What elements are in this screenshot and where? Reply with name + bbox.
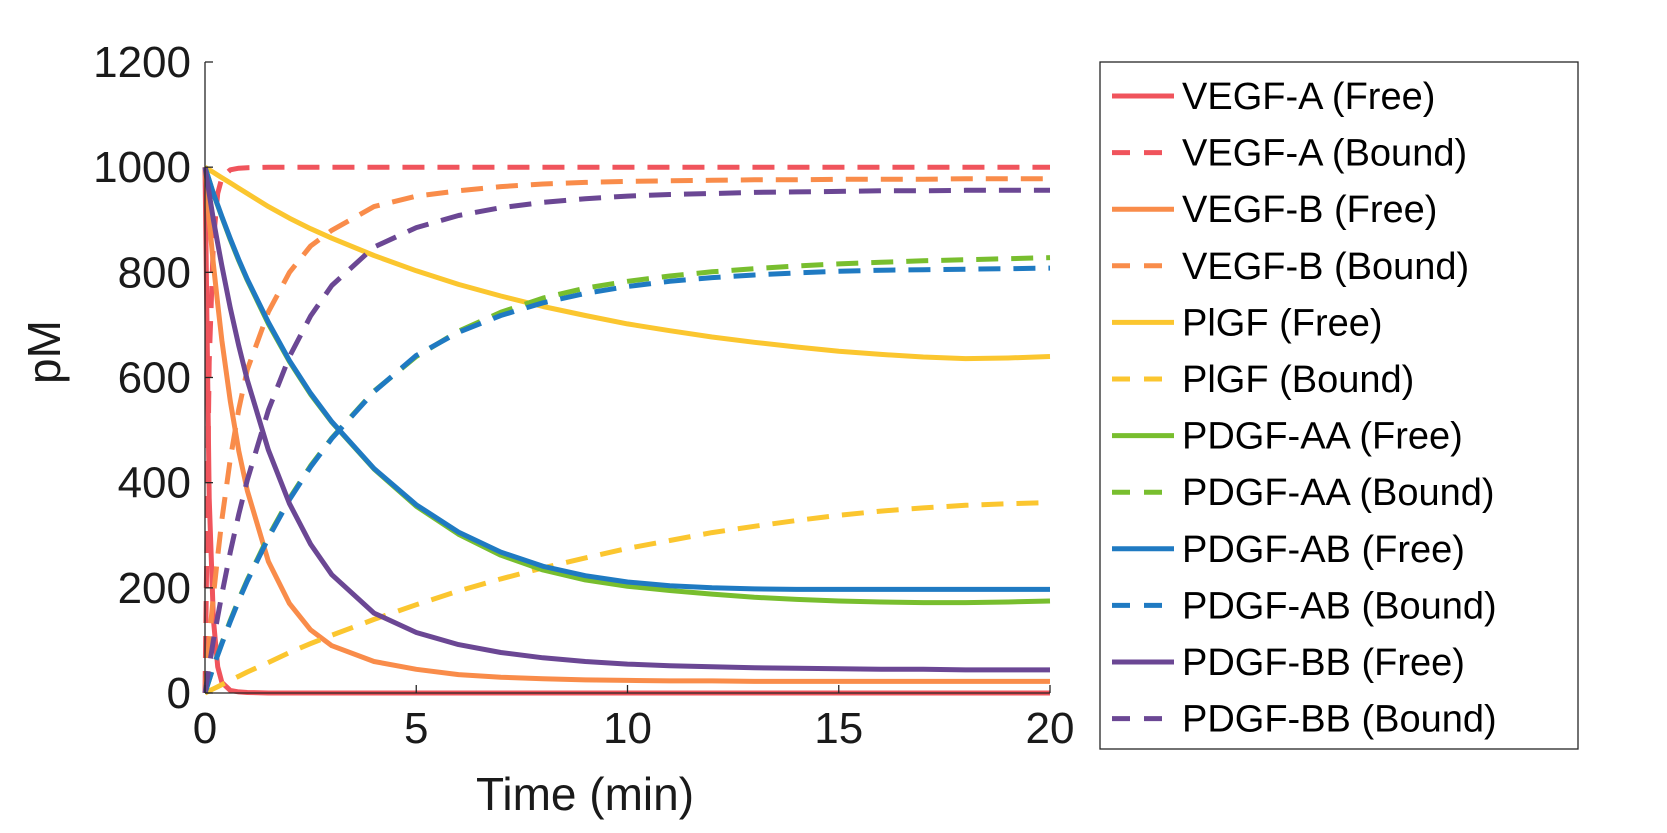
series-line — [202, 187, 1050, 694]
legend-entry: PDGF-AB (Bound) — [1182, 585, 1497, 627]
x-tick-label: 5 — [404, 704, 428, 753]
x-tick-label: 0 — [193, 704, 217, 753]
legend-entry: PlGF (Free) — [1182, 302, 1383, 344]
y-tick-label: 800 — [118, 248, 191, 297]
legend-entry: VEGF-A (Free) — [1182, 76, 1435, 118]
x-tick-label: 15 — [814, 704, 863, 753]
y-tick-label: 200 — [118, 564, 191, 613]
x-tick-label: 10 — [603, 704, 652, 753]
legend-entry: PDGF-AA (Free) — [1182, 416, 1463, 458]
x-axis-label: Time (min) — [476, 768, 694, 820]
series-line — [202, 166, 1050, 592]
series-line — [202, 176, 1050, 694]
legend-entry: VEGF-A (Bound) — [1182, 133, 1467, 175]
y-axis-ticks: 0 200 400 600 800 1000 1200 — [93, 38, 213, 718]
legend-entry: PDGF-BB (Free) — [1182, 642, 1465, 684]
legend-box — [1099, 61, 1579, 750]
x-axis-ticks: 0 5 10 15 20 — [193, 685, 1075, 753]
series-line — [203, 165, 1051, 362]
y-tick-label: 600 — [118, 354, 191, 403]
y-axis-label: pM — [18, 320, 70, 384]
y-tick-label: 1000 — [93, 143, 191, 192]
y-tick-label: 1200 — [93, 38, 191, 87]
series-line — [203, 500, 1051, 696]
series-line — [202, 166, 1050, 673]
legend-entry: PDGF-BB (Bound) — [1182, 699, 1497, 741]
legend-items: VEGF-A (Free) VEGF-A (Bound) VEGF-B (Free)… — [1112, 76, 1497, 741]
legend: VEGF-A (Free) VEGF-A (Bound) VEGF-B (Free)… — [1099, 61, 1579, 750]
series-line — [202, 167, 1050, 684]
y-tick-label: 0 — [167, 669, 191, 718]
legend-entry: PlGF (Bound) — [1182, 359, 1414, 401]
legend-entry: PDGF-AB (Free) — [1182, 529, 1465, 571]
x-tick-label: 20 — [1026, 704, 1075, 753]
plot-area — [202, 164, 1051, 696]
legend-entry: VEGF-B (Free) — [1182, 189, 1437, 231]
legend-entry: PDGF-AA (Bound) — [1182, 472, 1495, 514]
series-line — [202, 255, 1051, 694]
y-tick-label: 400 — [118, 459, 191, 508]
series-line — [202, 164, 1050, 694]
series-line — [202, 265, 1051, 694]
legend-entry: VEGF-B (Bound) — [1182, 246, 1469, 288]
